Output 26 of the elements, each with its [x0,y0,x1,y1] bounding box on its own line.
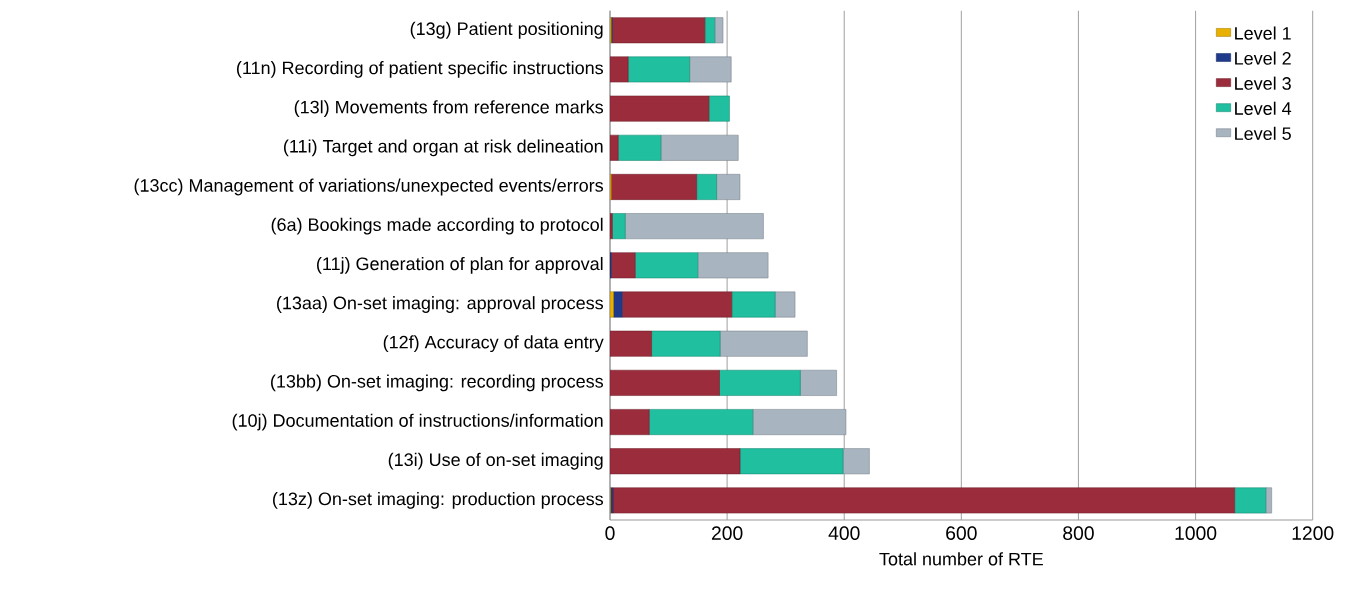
y-tick-label: (13i) Use of on-set imaging [388,452,603,470]
legend-label: Level 2 [1235,51,1291,65]
x-tick-label: 400 [828,526,860,540]
y-tick-label: (13z) On-set imaging: production process [273,492,604,509]
x-tick-label: 0 [605,526,615,540]
y-tick-label: (11n) Recording of patient specific instructions [236,61,603,78]
x-tick-label: 600 [946,526,977,540]
legend-label: Level 1 [1235,26,1291,40]
legend-label: Level 5 [1235,126,1291,140]
y-tick-label: (13bb) On-set imaging: recording process [271,374,604,392]
y-tick-label: (13g) Patient positioning [410,21,603,39]
x-tick-label: 800 [1063,526,1094,540]
x-axis-title: Total number of RTE [879,552,1043,566]
x-tick-label: 1200 [1292,526,1334,540]
y-tick-label: (6a) Bookings made according to protocol [271,217,603,235]
x-tick-label: 1000 [1175,526,1217,540]
y-tick-label: (13cc) Management of variations/unexpected events/errors [134,178,604,196]
y-tick-label: (13aa) On-set imaging: approval process [277,296,604,313]
y-tick-label: (11i) Target and organ at risk delineation [283,139,603,157]
y-tick-label: (12f) Accuracy of data entry [383,335,604,353]
y-tick-label: (11j) Generation of plan for approval [317,256,603,274]
legend-label: Level 4 [1235,101,1292,115]
legend-label: Level 3 [1235,76,1291,90]
y-tick-label: (10j) Documentation of instructions/information [232,413,603,431]
x-tick-label: 200 [711,526,743,540]
y-tick-label: (13l) Movements from reference marks [294,100,604,117]
